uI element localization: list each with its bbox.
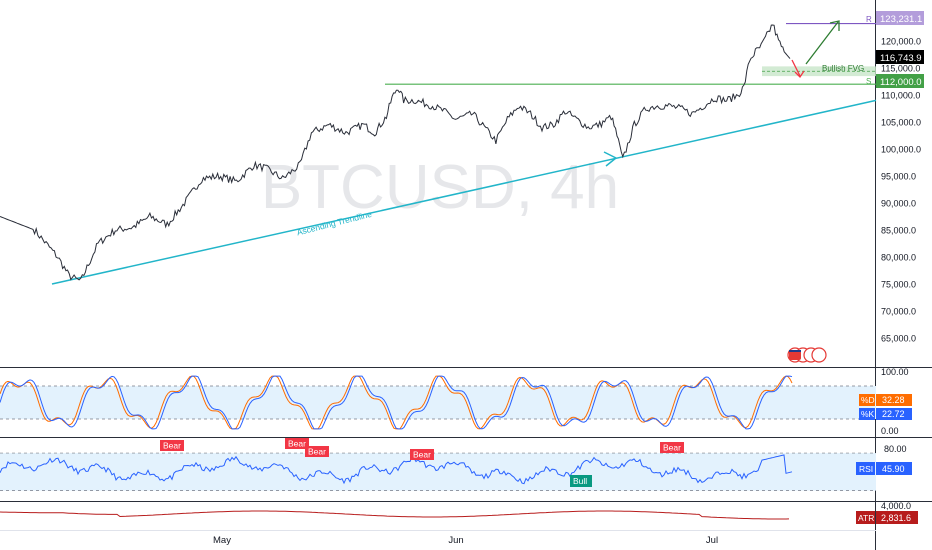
stoch-band (0, 386, 876, 419)
bearish-arrow-head (794, 70, 805, 79)
events-flags-icon[interactable] (787, 347, 827, 363)
bear-signal-badge (410, 449, 434, 460)
price-series-line (0, 24, 791, 281)
support-price-value: 112,000.0 (880, 77, 922, 88)
stoch-tick-label: 100.00 (881, 367, 909, 377)
price-tick-label: 90,000.0 (881, 199, 916, 209)
rsi-label-tag (856, 462, 875, 475)
resistance-tag: R (866, 15, 872, 24)
bull-signal-label: Bull (573, 476, 587, 486)
atr-tick-label: 4,000.0 (881, 501, 911, 511)
stoch-k-label: %K (861, 409, 875, 419)
bear-signal-badge (660, 442, 684, 453)
price-tick-label: 70,000.0 (881, 307, 916, 317)
rsi-value-tag (876, 462, 912, 475)
price-tick-label: 120,000.0 (881, 37, 921, 47)
rsi-band (0, 453, 876, 491)
stoch-k-value-tag (876, 408, 912, 420)
bullish-projection-arrow (805, 21, 839, 65)
bear-signal-badge (160, 440, 184, 451)
stoch-d-value-tag (876, 394, 912, 406)
bear-signal-label: Bear (308, 447, 326, 457)
bear-signal-label: Bear (413, 450, 431, 460)
stoch-d-value: 32.28 (882, 395, 905, 405)
atr-label: ATR (858, 513, 874, 523)
resistance-price-tag (876, 11, 924, 25)
stoch-k-label-tag (859, 408, 875, 420)
bullish-arrow-head (829, 20, 840, 31)
price-tick-label: 65,000.0 (881, 334, 916, 344)
support-tag: S (866, 77, 871, 86)
price-tick-label: 105,000.0 (881, 118, 921, 128)
current-price-tag (876, 50, 924, 64)
bear-signal-badge (305, 446, 329, 457)
rsi-label: RSI (859, 464, 873, 474)
stoch-tick-label: 0.00 (881, 426, 899, 436)
price-tick-label: 75,000.0 (881, 280, 916, 290)
price-tick-label: 95,000.0 (881, 172, 916, 182)
rsi-tick-label: 80.00 (884, 444, 907, 454)
atr-label-tag (856, 511, 875, 524)
bearish-projection-arrow (791, 59, 801, 77)
price-tick-label: 100,000.0 (881, 145, 921, 155)
bear-signal-label: Bear (163, 441, 181, 451)
fvg-label: Bullish FVG (822, 64, 864, 73)
stoch-k-value: 22.72 (882, 409, 905, 419)
rsi-line (0, 454, 793, 485)
bear-signal-badge (285, 438, 309, 449)
support-price-tag (876, 74, 924, 88)
price-tick-label: 85,000.0 (881, 226, 916, 236)
bear-signal-label: Bear (288, 439, 306, 449)
time-tick-label: May (213, 535, 231, 546)
current-price-value: 116,743.9 (880, 53, 922, 64)
watermark: BTCUSD, 4h (261, 153, 619, 222)
stoch-k-line (0, 375, 793, 430)
rsi-value: 45.90 (882, 464, 905, 474)
price-tick-label: 110,000.0 (881, 91, 920, 101)
bull-signal-badge (570, 475, 592, 487)
time-tick-label: Jun (448, 535, 463, 546)
resistance-price-value: 123,231.1 (880, 14, 922, 25)
atr-line (0, 510, 790, 520)
price-tick-label: 80,000.0 (881, 253, 916, 263)
stoch-d-label: %D (861, 395, 875, 405)
trendline-touch-arrow (603, 151, 618, 167)
time-tick-label: Jul (706, 535, 718, 546)
atr-value: 2,831.6 (881, 513, 911, 523)
bear-signal-label: Bear (663, 443, 681, 453)
stoch-d-label-tag (859, 394, 875, 406)
ascending-trendline (51, 99, 877, 285)
atr-value-tag (876, 511, 918, 524)
price-tick-label: 115,000.0 (881, 64, 920, 74)
